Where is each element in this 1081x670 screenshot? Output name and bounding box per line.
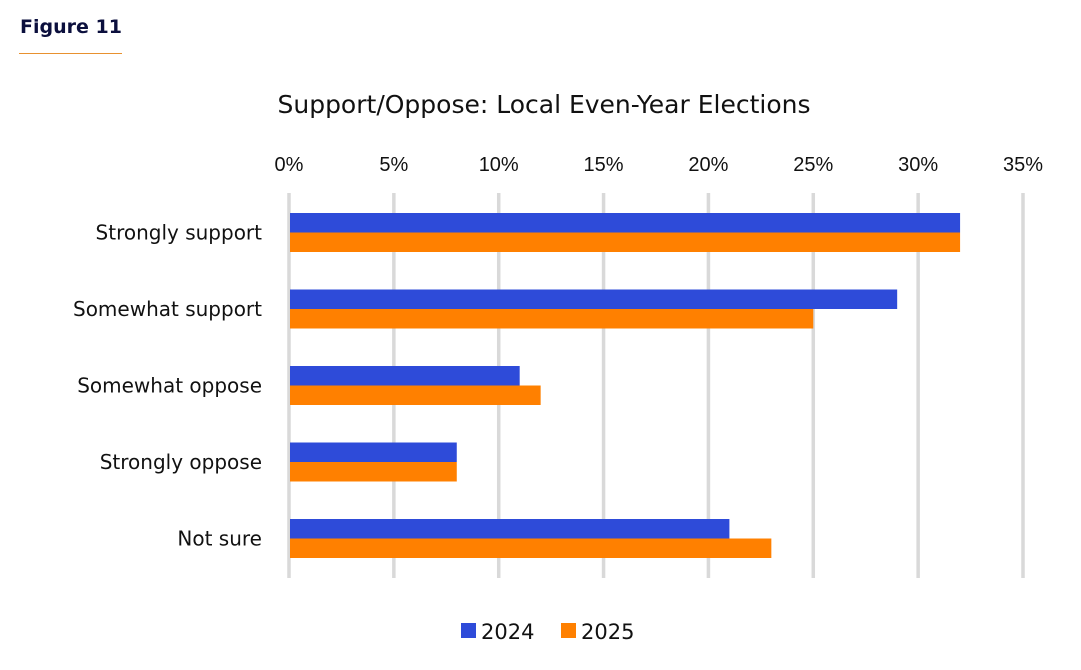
x-tick-label: 0% <box>275 154 304 176</box>
bar-2025 <box>290 538 772 558</box>
bar-2025 <box>290 462 457 482</box>
category-label: Strongly oppose <box>100 450 262 474</box>
chart-title: Support/Oppose: Local Even-Year Election… <box>277 90 810 119</box>
bar-2024 <box>290 289 898 309</box>
legend-swatch-2025 <box>561 623 576 638</box>
category-labels: Strongly support Somewhat support Somewhat… <box>73 221 262 551</box>
bar-2025 <box>290 232 961 252</box>
x-tick-label: 25% <box>793 154 833 176</box>
bar-2024 <box>290 519 730 539</box>
bar-2024 <box>290 213 961 233</box>
x-tick-label: 15% <box>584 154 624 176</box>
category-label: Somewhat oppose <box>77 374 262 398</box>
category-label: Not sure <box>177 527 262 551</box>
x-tick-label: 5% <box>379 154 408 176</box>
x-tick-label: 30% <box>898 154 938 176</box>
legend-swatch-2024 <box>461 623 476 638</box>
figure-label-underline <box>19 53 122 54</box>
legend: 2024 2025 <box>461 620 634 644</box>
x-axis-ticks: 0% 5% 10% 15% 20% 25% 30% 35% <box>275 154 1044 176</box>
legend-label-2024: 2024 <box>481 620 534 644</box>
legend-label-2025: 2025 <box>581 620 634 644</box>
figure-label: Figure 11 <box>20 16 122 38</box>
category-label: Strongly support <box>96 221 263 245</box>
x-tick-label: 10% <box>479 154 519 176</box>
bar-2025 <box>290 309 814 329</box>
bar-2024 <box>290 442 457 462</box>
x-tick-label: 35% <box>1003 154 1043 176</box>
x-tick-label: 20% <box>688 154 728 176</box>
bar-2024 <box>290 366 520 386</box>
bar-2025 <box>290 385 541 405</box>
bars <box>290 213 961 558</box>
category-label: Somewhat support <box>73 297 262 321</box>
